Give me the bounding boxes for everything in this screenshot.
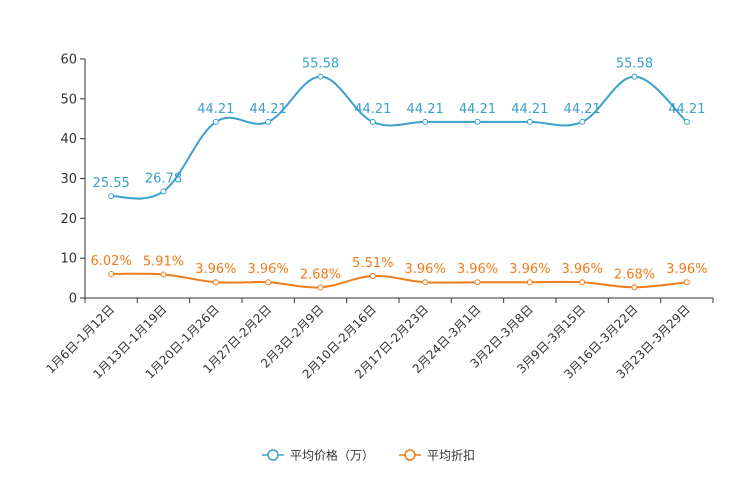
data-label: 3.96% bbox=[562, 262, 603, 277]
data-label: 5.51% bbox=[352, 256, 393, 271]
legend-marker bbox=[267, 449, 279, 461]
data-label: 44.21 bbox=[459, 102, 496, 117]
data-point bbox=[160, 271, 167, 278]
y-tick-label: 20 bbox=[60, 212, 77, 227]
data-point bbox=[212, 118, 219, 125]
data-point bbox=[422, 118, 429, 125]
data-label: 3.96% bbox=[195, 262, 236, 277]
data-point bbox=[526, 118, 533, 125]
data-point bbox=[422, 279, 429, 286]
data-label: 25.55 bbox=[93, 176, 130, 191]
data-point bbox=[631, 73, 638, 80]
data-point bbox=[369, 273, 376, 280]
data-point bbox=[631, 284, 638, 291]
y-tick-label: 10 bbox=[60, 252, 77, 267]
data-label: 3.96% bbox=[509, 262, 550, 277]
data-labels: 25.55 26.78 44.21 44.21 55.58 44.21 44.21 44.21… bbox=[91, 57, 708, 283]
y-tick-label: 0 bbox=[69, 292, 77, 307]
data-point bbox=[474, 118, 481, 125]
data-label: 44.21 bbox=[668, 102, 705, 117]
legend: 平均价格（万） 平均折扣 bbox=[262, 448, 475, 463]
series-line-1 bbox=[111, 272, 687, 289]
data-point bbox=[474, 279, 481, 286]
data-label: 44.21 bbox=[564, 102, 601, 117]
y-tick-label: 30 bbox=[60, 172, 77, 187]
data-point bbox=[160, 188, 167, 195]
data-point bbox=[683, 279, 690, 286]
data-label: 44.21 bbox=[407, 102, 444, 117]
legend-item-1: 平均折扣 bbox=[399, 448, 475, 463]
y-tick-label: 40 bbox=[60, 132, 77, 147]
data-label: 2.68% bbox=[614, 267, 655, 282]
data-point bbox=[108, 193, 115, 200]
data-label: 44.21 bbox=[511, 102, 548, 117]
data-label: 5.91% bbox=[143, 254, 184, 269]
data-point bbox=[265, 279, 272, 286]
y-tick-label: 60 bbox=[60, 53, 77, 68]
data-point bbox=[317, 73, 324, 80]
legend-item-0: 平均价格（万） bbox=[262, 448, 374, 463]
data-point bbox=[212, 279, 219, 286]
series-layer bbox=[108, 73, 690, 291]
data-label: 44.21 bbox=[250, 102, 287, 117]
data-label: 3.96% bbox=[666, 262, 707, 277]
legend-label: 平均折扣 bbox=[427, 448, 475, 463]
data-point bbox=[683, 118, 690, 125]
data-label: 55.58 bbox=[302, 57, 339, 72]
data-label: 3.96% bbox=[405, 262, 446, 277]
data-point bbox=[369, 118, 376, 125]
legend-marker bbox=[404, 449, 416, 461]
data-label: 55.58 bbox=[616, 57, 653, 72]
data-label: 6.02% bbox=[91, 254, 132, 269]
series-line-0 bbox=[111, 75, 688, 200]
data-point bbox=[108, 271, 115, 278]
legend-label: 平均价格（万） bbox=[290, 448, 374, 463]
y-tick-label: 50 bbox=[60, 92, 77, 107]
data-point bbox=[317, 284, 324, 291]
data-point bbox=[526, 279, 533, 286]
data-label: 44.21 bbox=[354, 102, 391, 117]
data-point bbox=[579, 118, 586, 125]
data-point bbox=[579, 279, 586, 286]
data-label: 3.96% bbox=[248, 262, 289, 277]
data-label: 44.21 bbox=[197, 102, 234, 117]
data-label: 3.96% bbox=[457, 262, 498, 277]
data-label: 26.78 bbox=[145, 171, 182, 186]
data-label: 2.68% bbox=[300, 267, 341, 282]
data-point bbox=[265, 118, 272, 125]
